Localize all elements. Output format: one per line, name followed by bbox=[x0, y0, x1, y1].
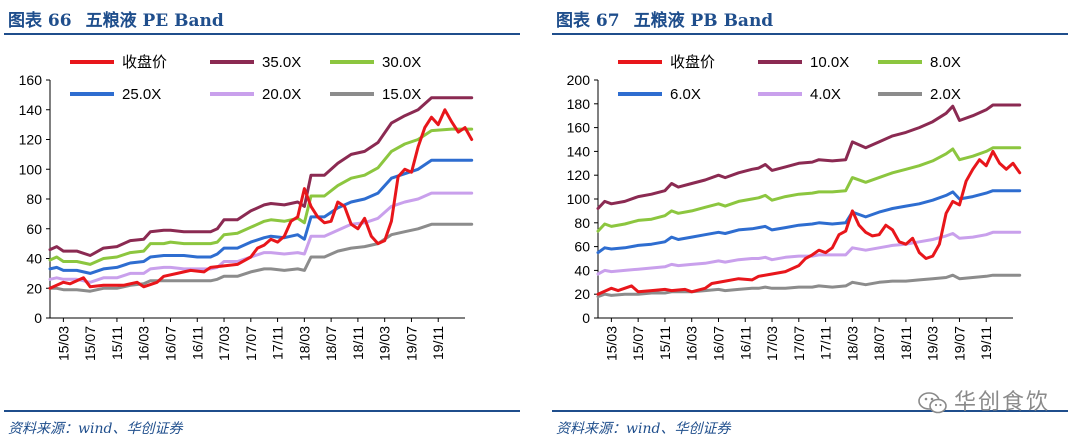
x-tick-label: 15/07 bbox=[630, 326, 646, 361]
pb-band-chart: 0 20 40 60 80 100 120 140 160 180 200 15/03 15/07 15/… bbox=[567, 53, 1022, 361]
pe-band-chart: 0 20 40 60 80 100 120 140 160 15/03 15/07 15/11 16/0… bbox=[19, 53, 474, 361]
x-tick-label: 19/03 bbox=[377, 326, 393, 361]
figure-name: 五粮液 PE Band bbox=[85, 11, 224, 31]
x-tick-label: 16/11 bbox=[189, 326, 205, 360]
figure-title: 图表 67 五粮液 PB Band bbox=[556, 6, 787, 31]
series-line bbox=[596, 149, 1022, 296]
series-line bbox=[596, 273, 1022, 299]
x-tick-label: 18/07 bbox=[871, 326, 887, 361]
legend-label: 4.0X bbox=[810, 86, 841, 103]
x-tick-label: 19/11 bbox=[430, 326, 446, 360]
legend-label: 6.0X bbox=[670, 86, 701, 103]
figure-title: 图表 66 五粮液 PE Band bbox=[8, 6, 238, 31]
title-rule bbox=[552, 33, 1068, 35]
x-tick-label: 18/11 bbox=[898, 326, 914, 360]
y-tick-label: 140 bbox=[567, 143, 591, 159]
legend-label: 30.0X bbox=[382, 54, 421, 71]
series-line bbox=[48, 108, 474, 290]
y-tick-label: 200 bbox=[567, 72, 591, 88]
chart-panel-pe: 图表 66 五粮液 PE Band 0 20 40 60 80 100 120 140 160 15… bbox=[0, 0, 520, 447]
x-tick-label: 15/11 bbox=[109, 326, 125, 360]
legend-label: 8.0X bbox=[930, 54, 961, 71]
legend-label: 10.0X bbox=[810, 54, 849, 71]
x-tick-label: 17/11 bbox=[818, 326, 834, 360]
legend-label: 收盘价 bbox=[670, 53, 715, 71]
x-tick-label: 19/07 bbox=[403, 326, 419, 361]
figure-number: 图表 66 bbox=[8, 11, 72, 31]
x-tick-label: 15/11 bbox=[657, 326, 673, 360]
y-tick-label: 180 bbox=[567, 96, 591, 112]
y-tick-label: 80 bbox=[26, 191, 42, 207]
source-note: 资料来源：wind、华创证券 bbox=[556, 421, 731, 437]
source-rule bbox=[4, 410, 520, 412]
x-tick-label: 16/07 bbox=[710, 326, 726, 361]
source-rule bbox=[552, 410, 1068, 412]
y-tick-label: 0 bbox=[34, 310, 42, 326]
y-tick-label: 60 bbox=[574, 239, 590, 255]
y-tick-label: 40 bbox=[26, 251, 42, 267]
x-tick-label: 19/03 bbox=[925, 326, 941, 361]
wechat-watermark: 华创食饮 bbox=[918, 384, 1050, 416]
watermark-text: 华创食饮 bbox=[953, 390, 1050, 415]
series-line bbox=[596, 230, 1022, 276]
series-line bbox=[48, 127, 474, 266]
x-tick-label: 17/03 bbox=[764, 326, 780, 361]
x-tick-label: 16/03 bbox=[684, 326, 700, 361]
x-tick-label: 18/07 bbox=[323, 326, 339, 361]
x-tick-label: 18/03 bbox=[844, 326, 860, 361]
legend-label: 20.0X bbox=[262, 86, 301, 103]
series-line bbox=[596, 146, 1022, 233]
x-tick-label: 15/03 bbox=[603, 326, 619, 361]
y-tick-label: 160 bbox=[19, 72, 43, 88]
x-tick-label: 16/03 bbox=[136, 326, 152, 361]
series-line bbox=[48, 96, 474, 257]
y-tick-label: 0 bbox=[582, 310, 590, 326]
legend-label: 35.0X bbox=[262, 54, 301, 71]
wechat-icon bbox=[918, 392, 947, 414]
chart-panel-pb: 图表 67 五粮液 PB Band 0 20 40 60 80 100 120 140 160 18… bbox=[548, 0, 1068, 447]
x-tick-label: 19/11 bbox=[978, 326, 994, 360]
y-tick-label: 60 bbox=[26, 221, 42, 237]
x-tick-label: 19/07 bbox=[951, 326, 967, 361]
y-tick-label: 120 bbox=[19, 132, 43, 148]
y-tick-label: 160 bbox=[567, 120, 591, 136]
series-line bbox=[48, 158, 474, 275]
x-tick-label: 17/07 bbox=[791, 326, 807, 361]
title-rule bbox=[4, 33, 520, 35]
figure-number: 图表 67 bbox=[556, 11, 620, 31]
y-tick-label: 40 bbox=[574, 262, 590, 278]
y-tick-label: 20 bbox=[26, 280, 42, 296]
series-line bbox=[596, 103, 1022, 210]
x-tick-label: 15/07 bbox=[82, 326, 98, 361]
legend-label: 25.0X bbox=[122, 86, 161, 103]
y-tick-label: 100 bbox=[19, 161, 43, 177]
legend-label: 2.0X bbox=[930, 86, 961, 103]
y-tick-label: 20 bbox=[574, 286, 590, 302]
x-tick-label: 17/03 bbox=[216, 326, 232, 361]
x-tick-label: 18/11 bbox=[350, 326, 366, 360]
y-tick-label: 100 bbox=[567, 191, 591, 207]
x-tick-label: 16/07 bbox=[162, 326, 178, 361]
y-tick-label: 80 bbox=[574, 215, 590, 231]
source-note: 资料来源：wind、华创证券 bbox=[8, 421, 183, 437]
y-tick-label: 140 bbox=[19, 102, 43, 118]
x-tick-label: 17/07 bbox=[243, 326, 259, 361]
x-tick-label: 15/03 bbox=[55, 326, 71, 361]
legend-label: 15.0X bbox=[382, 86, 421, 103]
figure-name: 五粮液 PB Band bbox=[633, 11, 774, 31]
series-line bbox=[596, 189, 1022, 255]
x-tick-label: 18/03 bbox=[296, 326, 312, 361]
x-tick-label: 17/11 bbox=[270, 326, 286, 360]
legend-label: 收盘价 bbox=[122, 53, 167, 71]
y-tick-label: 120 bbox=[567, 167, 591, 183]
x-tick-label: 16/11 bbox=[737, 326, 753, 360]
